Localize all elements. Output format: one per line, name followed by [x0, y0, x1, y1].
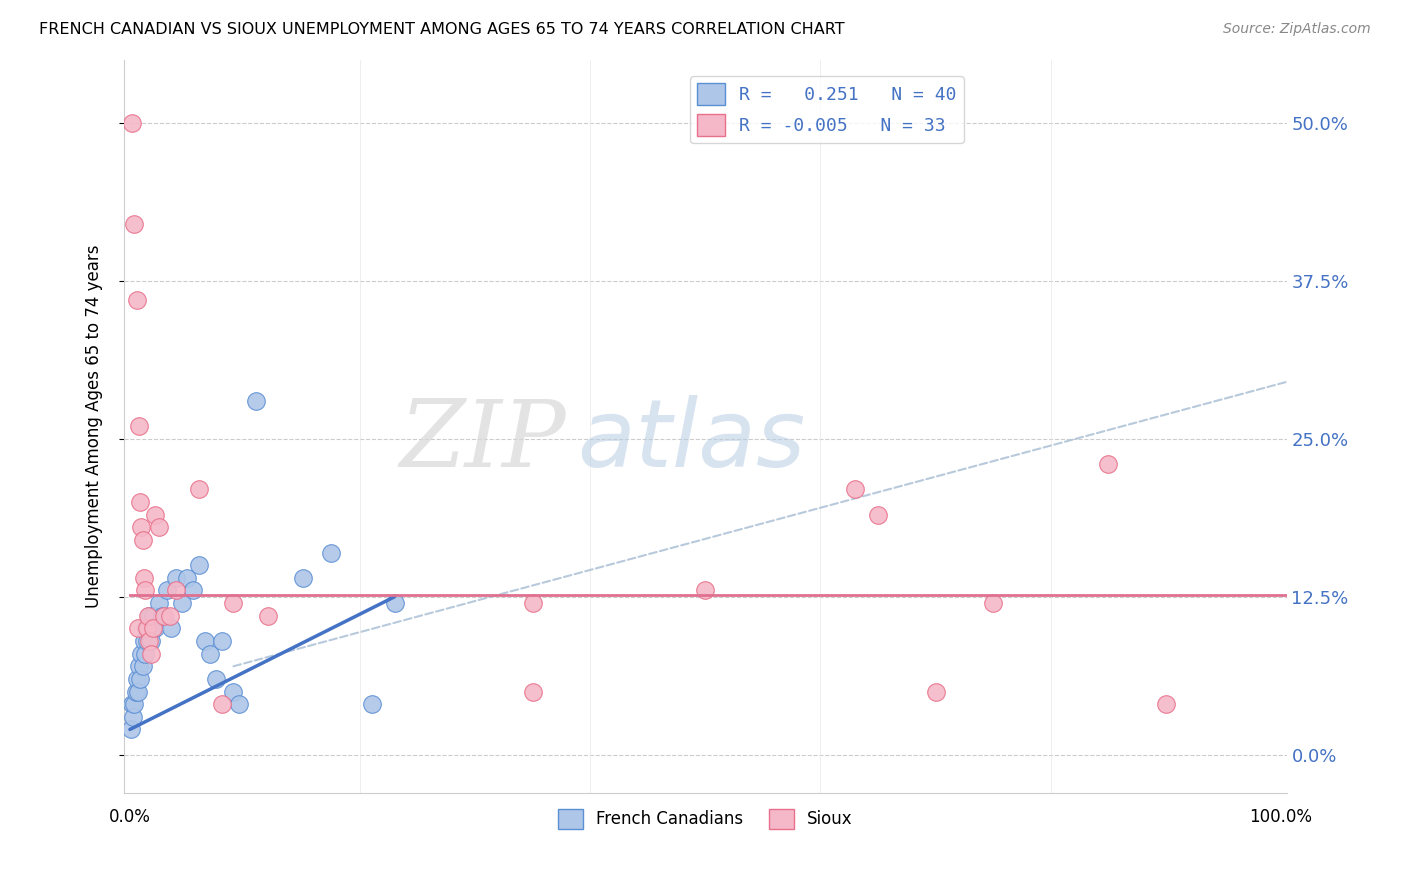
Point: [160, 621, 183, 635]
Point: [187, 558, 209, 573]
Y-axis label: Unemployment Among Ages 65 to 74 years: Unemployment Among Ages 65 to 74 years: [86, 244, 103, 607]
Point: [135, 621, 157, 635]
Point: [125, 672, 148, 686]
Point: [695, 583, 717, 598]
Point: [138, 608, 160, 623]
Text: atlas: atlas: [578, 395, 806, 486]
Point: [132, 634, 155, 648]
Point: [139, 647, 162, 661]
Point: [384, 596, 406, 610]
Point: [138, 634, 160, 648]
Text: 100.0%: 100.0%: [1250, 808, 1312, 826]
Point: [222, 684, 245, 698]
Point: [170, 596, 193, 610]
Point: [291, 571, 314, 585]
Point: [360, 697, 382, 711]
Point: [131, 659, 153, 673]
Point: [131, 647, 153, 661]
Legend: French Canadians, Sioux: French Canadians, Sioux: [551, 802, 859, 836]
Point: [153, 608, 176, 623]
Point: [165, 571, 187, 585]
Point: [981, 596, 1004, 610]
Point: [181, 583, 204, 598]
Point: [1097, 457, 1119, 471]
Point: [211, 697, 233, 711]
Point: [127, 684, 149, 698]
Point: [150, 608, 173, 623]
Point: [1154, 697, 1177, 711]
Point: [844, 483, 866, 497]
Point: [124, 697, 146, 711]
Point: [124, 217, 146, 231]
Point: [522, 684, 544, 698]
Point: [132, 571, 155, 585]
Point: [128, 419, 150, 434]
Text: 0.0%: 0.0%: [108, 808, 150, 826]
Point: [143, 621, 166, 635]
Point: [148, 596, 170, 610]
Point: [159, 608, 181, 623]
Point: [866, 508, 889, 522]
Point: [124, 684, 146, 698]
Text: Source: ZipAtlas.com: Source: ZipAtlas.com: [1223, 22, 1371, 37]
Point: [222, 596, 245, 610]
Point: [156, 583, 179, 598]
Point: [228, 697, 250, 711]
Point: [120, 723, 142, 737]
Point: [121, 116, 143, 130]
Point: [122, 710, 145, 724]
Text: ZIP: ZIP: [399, 396, 565, 486]
Point: [129, 672, 152, 686]
Point: [148, 520, 170, 534]
Point: [924, 684, 946, 698]
Point: [129, 495, 152, 509]
Point: [176, 571, 198, 585]
Point: [211, 634, 233, 648]
Point: [194, 634, 217, 648]
Point: [187, 483, 209, 497]
Point: [143, 508, 166, 522]
Point: [522, 596, 544, 610]
Point: [128, 659, 150, 673]
Point: [121, 697, 143, 711]
Point: [200, 647, 222, 661]
Point: [134, 647, 156, 661]
Text: FRENCH CANADIAN VS SIOUX UNEMPLOYMENT AMONG AGES 65 TO 74 YEARS CORRELATION CHAR: FRENCH CANADIAN VS SIOUX UNEMPLOYMENT AM…: [39, 22, 845, 37]
Point: [136, 608, 159, 623]
Point: [245, 393, 267, 408]
Point: [125, 293, 148, 307]
Point: [134, 583, 156, 598]
Point: [131, 520, 153, 534]
Point: [136, 621, 159, 635]
Point: [205, 672, 228, 686]
Point: [142, 621, 165, 635]
Point: [142, 608, 165, 623]
Point: [127, 621, 149, 635]
Point: [165, 583, 187, 598]
Point: [139, 634, 162, 648]
Point: [136, 621, 159, 635]
Point: [321, 545, 343, 559]
Point: [136, 634, 159, 648]
Point: [257, 608, 280, 623]
Point: [131, 533, 153, 547]
